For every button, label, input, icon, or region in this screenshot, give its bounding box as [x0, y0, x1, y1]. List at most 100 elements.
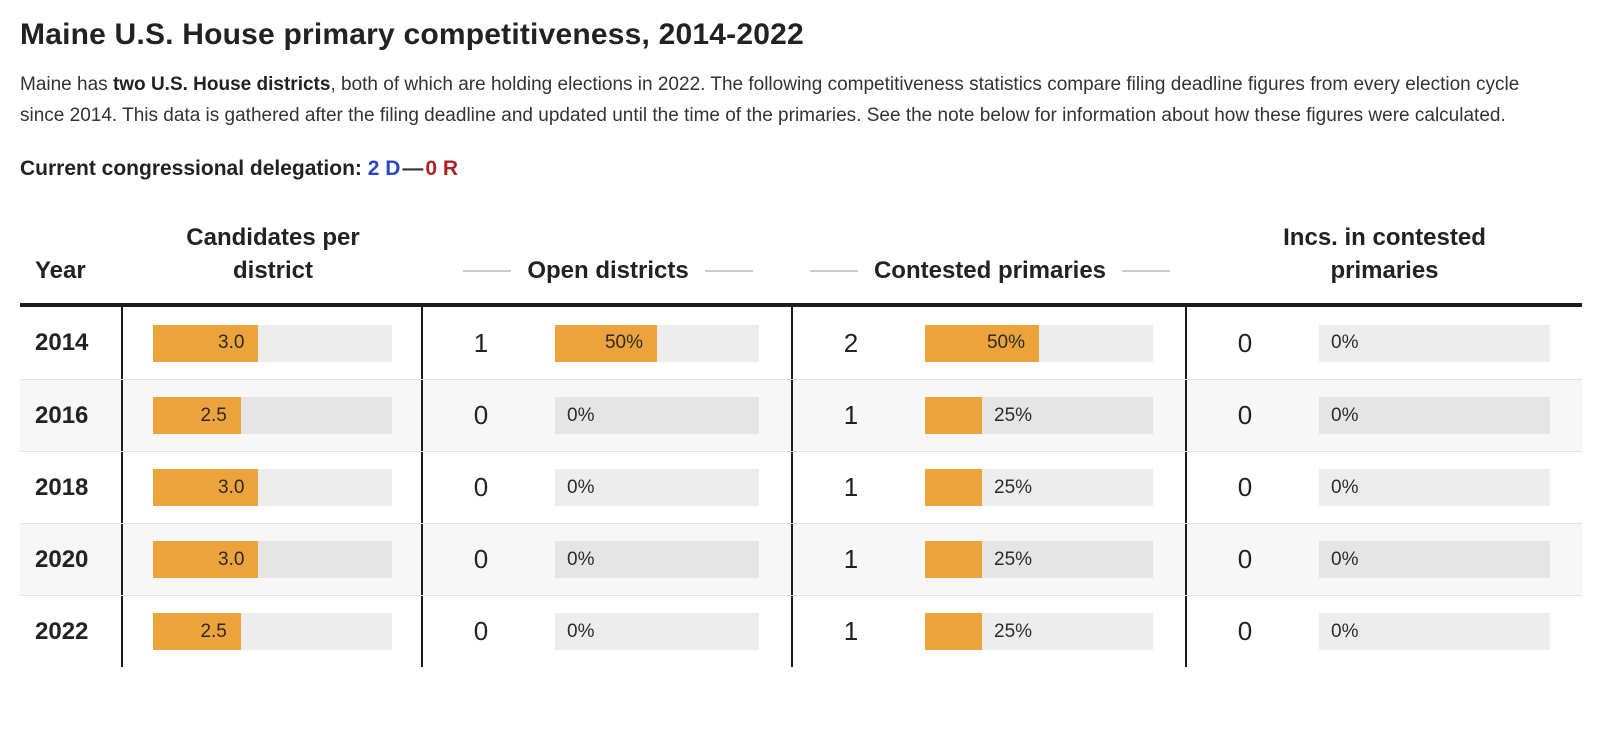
competitiveness-table: Year Candidates per district Open distri… [20, 221, 1582, 667]
column-header-incs: Incs. in contested primaries [1283, 224, 1486, 284]
year-label: 2020 [35, 545, 89, 573]
incs-count: 0 [1237, 616, 1253, 646]
incs-count: 0 [1237, 400, 1253, 430]
candidates-bar-fill [153, 469, 259, 506]
contested-primaries-bar-track: 25% [925, 469, 1153, 506]
open-districts-bar-track: 0% [555, 541, 759, 578]
open-districts-bar-value: 0% [567, 620, 595, 642]
open-districts-bar-value: 0% [567, 548, 595, 570]
intro-text-pre: Maine has [20, 74, 113, 95]
intro-paragraph: Maine has two U.S. House districts, both… [20, 69, 1548, 131]
contested-primaries-bar-track: 50% [925, 324, 1153, 362]
open-districts-cell: 0 0% [423, 380, 793, 451]
contested-primaries-bar-value: 25% [994, 404, 1033, 426]
incs-in-contested-cell: 0 0% [1187, 380, 1582, 451]
open-districts-bar-value: 0% [567, 476, 595, 498]
column-header-contested: Contested primaries [793, 254, 1187, 287]
year-label: 2016 [35, 401, 89, 429]
intro-text-bold: two U.S. House districts [112, 74, 331, 95]
contested-primaries-bar-track: 25% [925, 541, 1153, 578]
incs-bar-track: 0% [1319, 469, 1550, 506]
incs-bar-value: 0% [1331, 620, 1359, 642]
contested-primaries-count: 1 [843, 400, 859, 430]
table-row: 2018 3.0 0 0% 1 25% 0 [20, 451, 1582, 523]
intro-text-post: , both of which are holding elections in… [20, 74, 1520, 126]
incs-in-contested-cell: 0 0% [1187, 596, 1582, 667]
open-districts-cell: 0 0% [423, 596, 793, 667]
incs-bar-value: 0% [1331, 548, 1359, 570]
candidates-bar-value: 3.0 [218, 548, 245, 570]
candidates-bar-value: 2.5 [200, 404, 227, 426]
table-row: 2014 3.0 1 50% 2 50% 0 [20, 307, 1582, 379]
year-cell: 2014 [20, 307, 123, 379]
contested-primaries-bar-fill [925, 397, 982, 434]
candidates-bar-value: 3.0 [218, 332, 245, 353]
delegation-line: Current congressional delegation: 2 D—0 … [20, 157, 1582, 181]
contested-primaries-bar-value: 25% [994, 620, 1033, 642]
contested-primaries-cell: 1 25% [793, 524, 1187, 595]
column-header-year: Year [35, 257, 86, 284]
page-title: Maine U.S. House primary competitiveness… [20, 18, 804, 51]
header-rule-left [463, 269, 512, 272]
contested-primaries-cell: 1 25% [793, 380, 1187, 451]
year-label: 2014 [35, 329, 89, 356]
column-header-open-districts: Open districts [423, 254, 793, 287]
incs-bar-track: 0% [1319, 613, 1550, 650]
open-districts-bar-track: 0% [555, 613, 759, 650]
incs-bar-value: 0% [1331, 476, 1359, 498]
delegation-separator: — [402, 157, 424, 180]
open-districts-bar-track: 50% [555, 324, 759, 362]
contested-primaries-bar-fill [925, 469, 982, 506]
candidates-bar-track: 3.0 [153, 541, 392, 578]
year-cell: 2022 [20, 596, 123, 667]
candidates-per-district-cell: 2.5 [123, 380, 423, 451]
open-districts-bar-track: 0% [555, 397, 759, 434]
incs-bar-track: 0% [1319, 541, 1550, 578]
table-row: 2020 3.0 0 0% 1 25% 0 [20, 523, 1582, 595]
table-body: 2014 3.0 1 50% 2 50% 0 [20, 307, 1582, 667]
open-districts-bar-fill [555, 324, 657, 362]
open-districts-bar-value: 50% [604, 332, 643, 353]
delegation-republicans: 0 R [425, 157, 459, 180]
contested-primaries-bar-fill [925, 324, 1039, 362]
contested-primaries-bar-track: 25% [925, 613, 1153, 650]
open-districts-cell: 0 0% [423, 524, 793, 595]
contested-primaries-bar-value: 25% [994, 476, 1033, 498]
contested-primaries-bar-track: 25% [925, 397, 1153, 434]
contested-primaries-cell: 1 25% [793, 452, 1187, 523]
incs-bar-track: 0% [1319, 324, 1550, 362]
candidates-bar-fill [153, 397, 241, 434]
candidates-bar-fill [153, 541, 259, 578]
candidates-per-district-cell: 3.0 [123, 452, 423, 523]
table-row: 2016 2.5 0 0% 1 25% 0 [20, 379, 1582, 451]
open-districts-count: 0 [473, 616, 489, 646]
incs-bar-value: 0% [1331, 404, 1359, 426]
delegation-democrats: 2 D [367, 157, 401, 180]
open-districts-cell: 0 0% [423, 452, 793, 523]
year-label: 2018 [35, 473, 89, 501]
candidates-bar-track: 3.0 [153, 324, 392, 362]
candidates-per-district-cell: 2.5 [123, 596, 423, 667]
open-districts-count: 0 [473, 400, 489, 430]
candidates-bar-track: 3.0 [153, 469, 392, 506]
contested-primaries-count: 1 [843, 544, 859, 574]
open-districts-bar-track: 0% [555, 469, 759, 506]
open-districts-count: 1 [473, 327, 489, 358]
header-rule-left [809, 269, 858, 272]
open-districts-count: 0 [473, 544, 489, 574]
open-districts-count: 0 [473, 472, 489, 502]
contested-primaries-bar-fill [925, 541, 982, 578]
year-cell: 2016 [20, 380, 123, 451]
contested-primaries-count: 1 [843, 616, 859, 646]
header-rule-right [704, 269, 753, 272]
candidates-bar-fill [153, 613, 241, 650]
incs-bar-value: 0% [1331, 332, 1359, 353]
candidates-per-district-cell: 3.0 [123, 524, 423, 595]
contested-primaries-bar-value: 25% [994, 548, 1033, 570]
contested-primaries-bar-fill [925, 613, 982, 650]
incs-in-contested-cell: 0 0% [1187, 452, 1582, 523]
table-header-row: Year Candidates per district Open distri… [20, 221, 1582, 307]
candidates-bar-value: 3.0 [218, 476, 245, 498]
column-header-candidates: Candidates per district [186, 224, 360, 284]
page: Maine U.S. House primary competitiveness… [20, 18, 1582, 667]
